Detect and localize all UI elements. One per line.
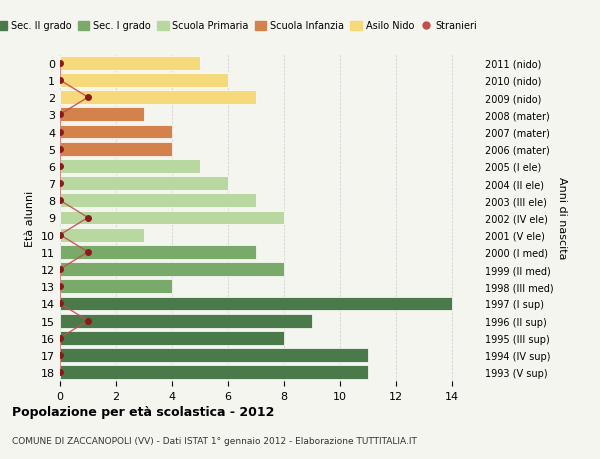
- Bar: [60, 228, 144, 242]
- Bar: [60, 160, 200, 174]
- Bar: [60, 365, 368, 379]
- Bar: [60, 263, 284, 276]
- Bar: [60, 348, 368, 362]
- Bar: [60, 297, 452, 311]
- Bar: [60, 280, 172, 293]
- Text: COMUNE DI ZACCANOPOLI (VV) - Dati ISTAT 1° gennaio 2012 - Elaborazione TUTTITALI: COMUNE DI ZACCANOPOLI (VV) - Dati ISTAT …: [12, 436, 417, 445]
- Y-axis label: Età alunni: Età alunni: [25, 190, 35, 246]
- Bar: [60, 246, 256, 259]
- Bar: [60, 125, 172, 139]
- Bar: [60, 194, 256, 208]
- Bar: [60, 91, 256, 105]
- Text: Popolazione per età scolastica - 2012: Popolazione per età scolastica - 2012: [12, 405, 274, 419]
- Bar: [60, 108, 144, 122]
- Bar: [60, 211, 284, 225]
- Bar: [60, 177, 228, 190]
- Y-axis label: Anni di nascita: Anni di nascita: [557, 177, 568, 259]
- Legend: Sec. II grado, Sec. I grado, Scuola Primaria, Scuola Infanzia, Asilo Nido, Stran: Sec. II grado, Sec. I grado, Scuola Prim…: [0, 17, 481, 35]
- Bar: [60, 57, 200, 71]
- Bar: [60, 331, 284, 345]
- Bar: [60, 314, 312, 328]
- Bar: [60, 74, 228, 88]
- Bar: [60, 143, 172, 156]
